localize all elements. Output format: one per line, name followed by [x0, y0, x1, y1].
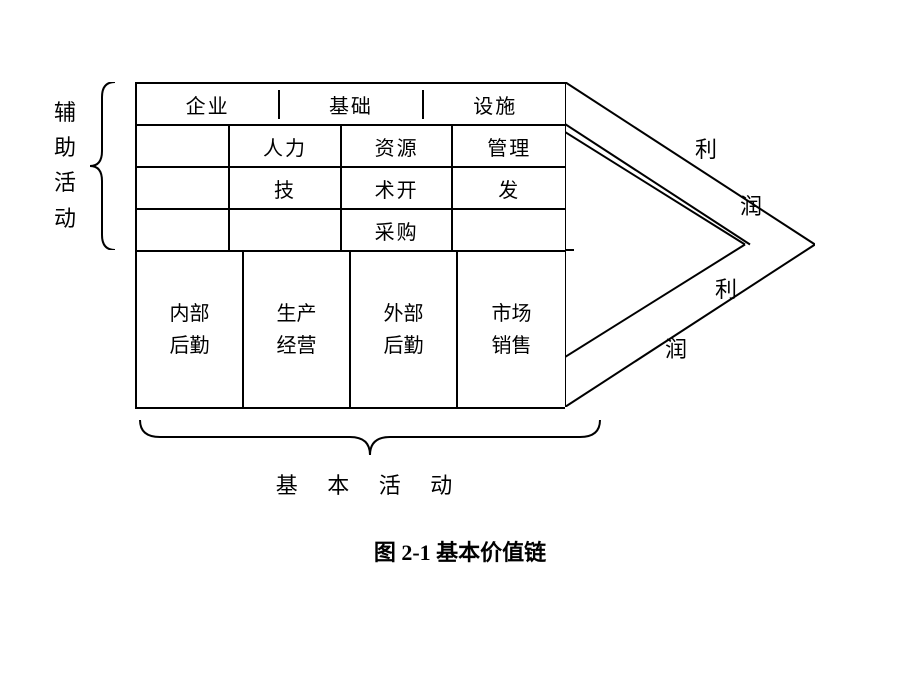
- primary-cell-outbound: 外部 后勤: [351, 252, 458, 407]
- value-chain-diagram: 辅 助 活 动 企业 基础 设施 人力 资源 管理 技 术开 发: [50, 60, 870, 560]
- cell: 企业: [137, 90, 280, 119]
- cell: 术开: [342, 168, 454, 208]
- cell: 人力: [230, 126, 342, 166]
- support-row-infrastructure: 企业 基础 设施: [137, 84, 565, 126]
- left-brace-icon: [90, 82, 120, 250]
- primary-cell-inbound: 内部 后勤: [137, 252, 244, 407]
- left-label-char: 活: [50, 165, 80, 200]
- primary-cell-marketing: 市场 销售: [458, 252, 565, 407]
- cell: 管理: [453, 126, 565, 166]
- margin-top-char1: 利: [695, 137, 717, 162]
- empty-cell: [137, 210, 230, 250]
- cell: 发: [453, 168, 565, 208]
- cell: [230, 210, 342, 250]
- left-label-char: 助: [50, 130, 80, 165]
- cell: 技: [230, 168, 342, 208]
- margin-top-char2: 润: [740, 194, 762, 219]
- bottom-brace-icon: [135, 415, 605, 460]
- primary-activities-row: 内部 后勤 生产 经营 外部 后勤 市场 销售: [137, 252, 565, 407]
- cell: 设施: [424, 90, 567, 119]
- cell: 采购: [342, 210, 454, 250]
- empty-cell: [137, 168, 230, 208]
- empty-cell: [137, 126, 230, 166]
- left-label-char: 动: [50, 201, 80, 236]
- support-row-hr: 人力 资源 管理: [137, 126, 565, 168]
- cell: [453, 210, 565, 250]
- margin-arrow: 利 润 利 润: [565, 82, 815, 407]
- primary-cell-operations: 生产 经营: [244, 252, 351, 407]
- margin-bot-char2: 润: [665, 337, 687, 362]
- left-label-char: 辅: [50, 95, 80, 130]
- margin-bot-char1: 利: [715, 277, 737, 302]
- support-row-tech: 技 术开 发: [137, 168, 565, 210]
- value-chain-grid: 企业 基础 设施 人力 资源 管理 技 术开 发 采购 内部 后勤: [135, 82, 565, 409]
- cell: 基础: [280, 90, 423, 119]
- cell: 资源: [342, 126, 454, 166]
- figure-caption: 图 2-1 基本价值链: [0, 535, 920, 567]
- support-row-procurement: 采购: [137, 210, 565, 252]
- support-activities-label: 辅 助 活 动: [50, 95, 80, 236]
- primary-activities-label: 基 本 活 动: [135, 468, 605, 500]
